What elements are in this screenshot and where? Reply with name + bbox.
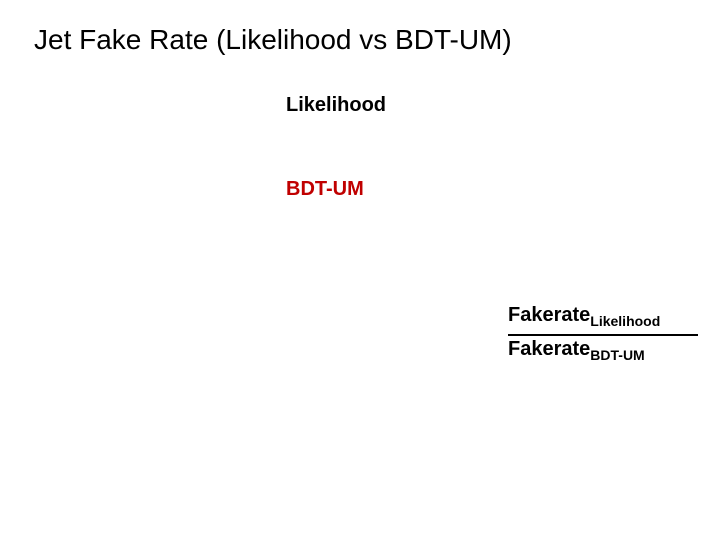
ratio-expression: FakerateLikelihood FakerateBDT-UM — [508, 302, 698, 368]
ratio-numerator-sub: Likelihood — [590, 313, 660, 329]
page-title: Jet Fake Rate (Likelihood vs BDT-UM) — [34, 24, 512, 56]
ratio-denominator-main: Fakerate — [508, 338, 590, 360]
ratio-denominator: FakerateBDT-UM — [508, 336, 698, 368]
series-label-likelihood: Likelihood — [286, 94, 386, 117]
series-label-bdtum: BDT-UM — [286, 178, 364, 201]
ratio-numerator: FakerateLikelihood — [508, 302, 698, 334]
ratio-denominator-sub: BDT-UM — [590, 347, 644, 363]
ratio-numerator-main: Fakerate — [508, 304, 590, 326]
